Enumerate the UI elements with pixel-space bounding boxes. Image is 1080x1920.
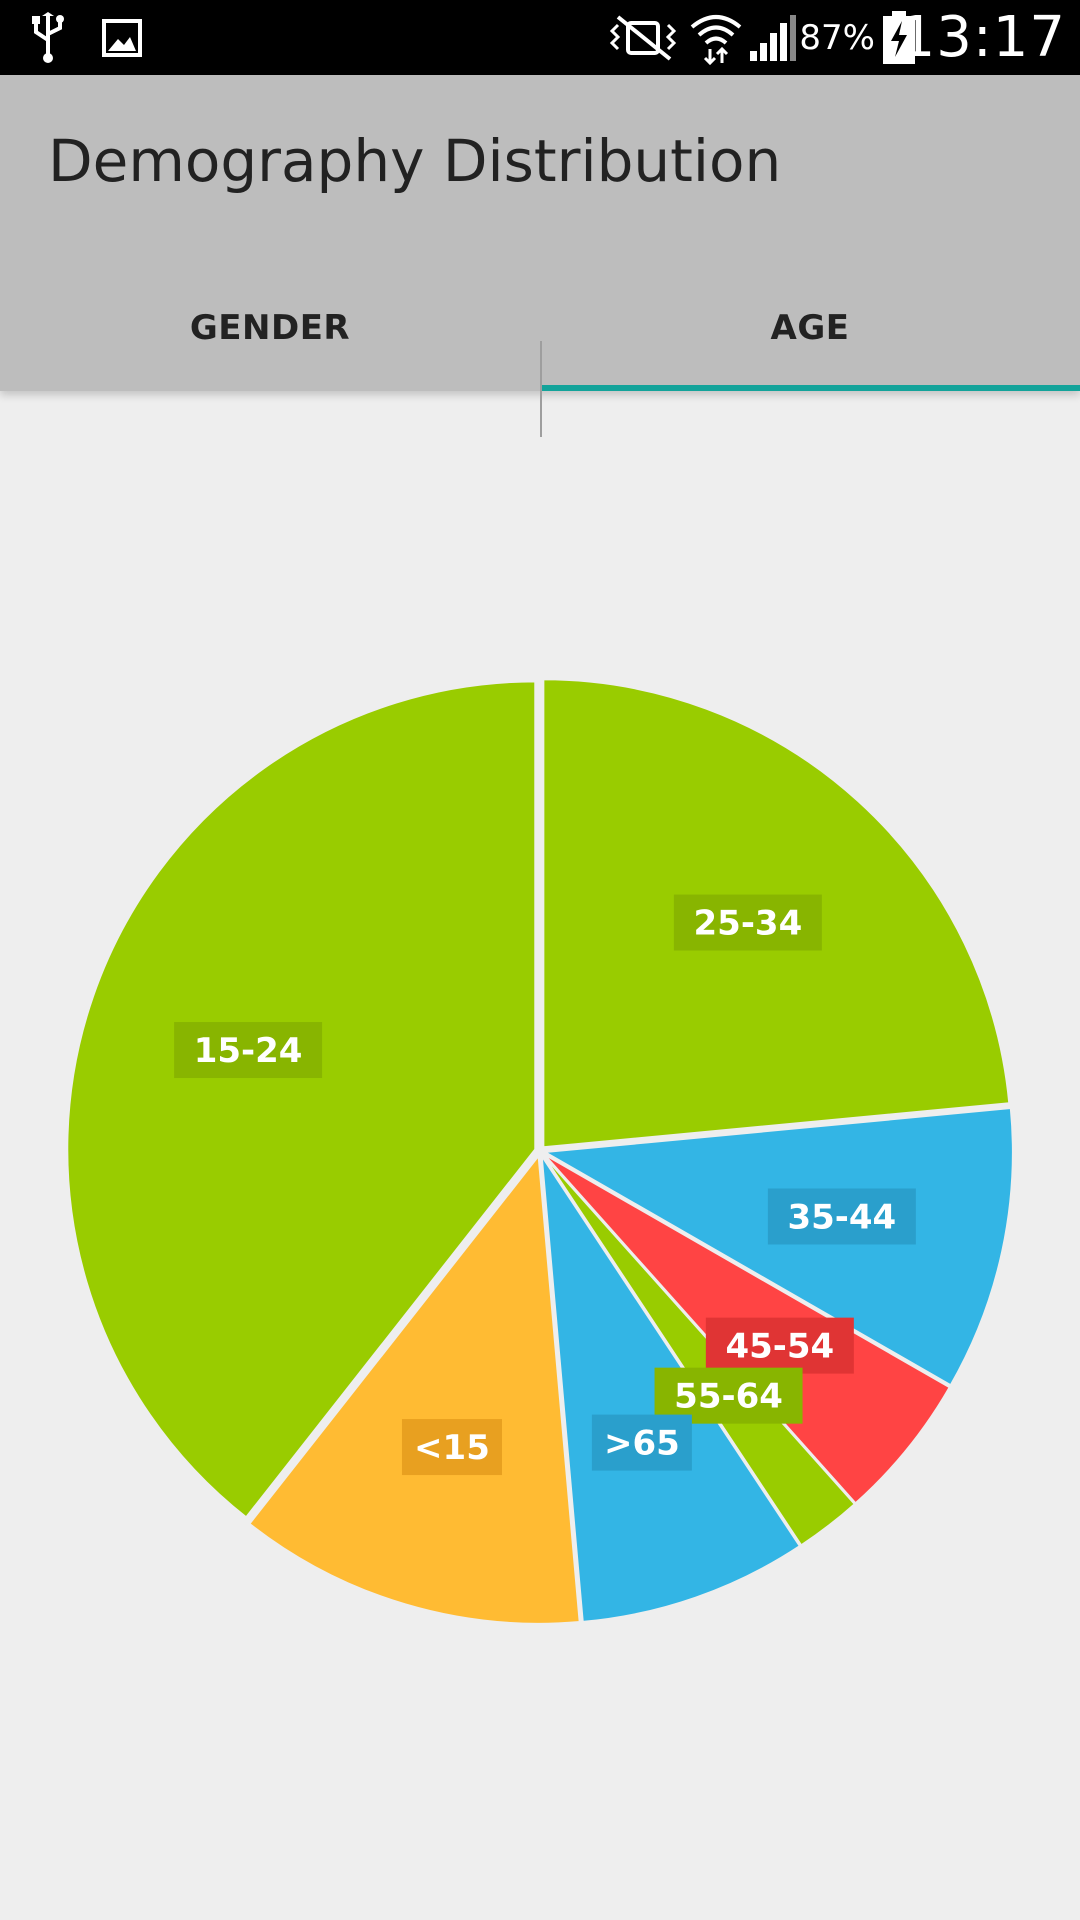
tab-age-label: AGE: [770, 308, 850, 348]
slice-label-under-15: <15: [401, 1419, 502, 1476]
app-bar: Demography Distribution GENDER AGE: [0, 75, 1080, 437]
slice-label-over-65: >65: [591, 1414, 692, 1471]
slice-label-text: 35-44: [787, 1197, 896, 1237]
slice-label-background: [767, 1188, 916, 1245]
slice-label-background: [673, 894, 822, 951]
slice-label-45-54: 45-54: [705, 1317, 854, 1374]
slice-label-background: [401, 1419, 502, 1476]
tab-gender[interactable]: GENDER: [0, 265, 540, 391]
page-title: Demography Distribution: [48, 127, 782, 195]
wifi-icon: [688, 0, 744, 75]
pie-slice-under-15[interactable]: [248, 1153, 581, 1625]
slice-label-text: 55-64: [674, 1377, 783, 1417]
slice-label-background: [174, 1022, 323, 1079]
status-bar: 87% 13:17: [0, 0, 1080, 75]
slice-label-background: [591, 1414, 692, 1471]
signal-icon: [748, 0, 798, 75]
slice-label-15-24: 15-24: [174, 1022, 323, 1079]
slice-label-text: <15: [414, 1428, 490, 1468]
slice-label-text: >65: [604, 1424, 680, 1464]
battery-charging-icon: [882, 0, 916, 75]
slice-label-25-34: 25-34: [673, 894, 822, 951]
tab-selected-indicator: [542, 385, 1080, 391]
tab-divider: [540, 341, 542, 437]
slice-label-background: [705, 1317, 854, 1374]
clock: 13:17: [899, 5, 1066, 70]
pie-slice-15-24[interactable]: [66, 680, 537, 1519]
slice-label-text: 45-54: [725, 1327, 834, 1367]
slice-label-text: 25-34: [694, 904, 803, 944]
tab-bar: GENDER AGE: [0, 265, 1080, 437]
slice-label-text: 15-24: [194, 1031, 303, 1071]
pie-chart: 25-34 35-44 45-54 55-64 >65 <15 15-24: [66, 678, 1014, 1625]
slice-label-background: [654, 1367, 803, 1424]
mute-vibrate-icon: [608, 0, 680, 75]
tab-age[interactable]: AGE: [540, 265, 1080, 391]
battery-percent: 87%: [799, 17, 875, 58]
slice-label-35-44: 35-44: [767, 1188, 916, 1245]
image-icon: [102, 0, 142, 75]
age-distribution-chart: 25-34 35-44 45-54 55-64 >65 <15 15-24: [0, 391, 1080, 1920]
pie-slice-35-44[interactable]: [541, 1106, 1014, 1387]
usb-icon: [30, 0, 66, 75]
tab-gender-label: GENDER: [189, 308, 351, 348]
pie-slice-55-64[interactable]: [542, 1154, 857, 1547]
slice-label-55-64: 55-64: [654, 1367, 803, 1424]
